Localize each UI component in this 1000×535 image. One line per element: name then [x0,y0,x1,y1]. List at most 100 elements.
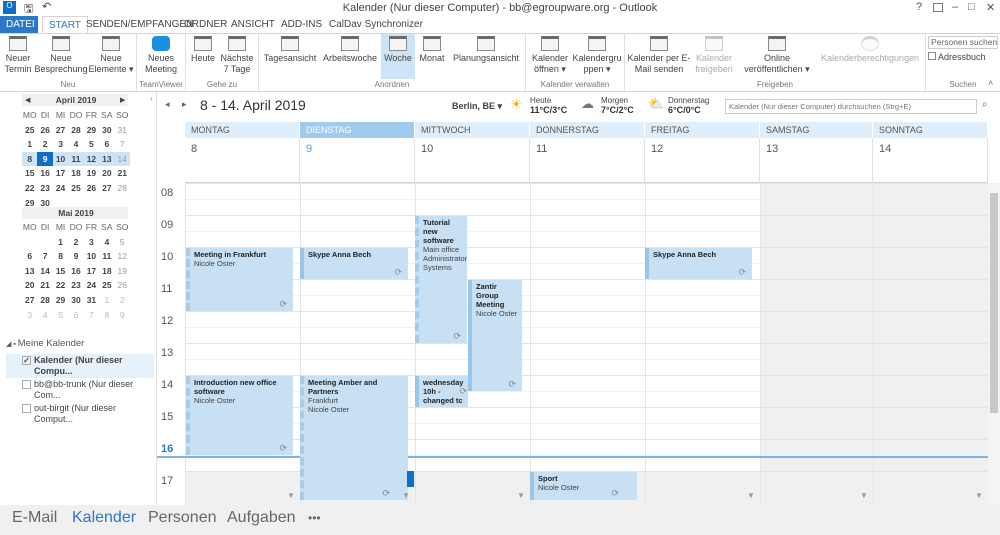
calendar-item[interactable]: out-birgit (Nur dieser Comput... [6,402,154,426]
next-7-days-button[interactable]: Nächste 7 Tage [218,34,256,79]
prev-week-button[interactable]: ◂ [165,99,170,109]
calendar-event[interactable]: Meeting Amber and Partners Frankfurt Nicol… [300,376,408,500]
day-header[interactable]: DONNERSTAG [530,122,645,138]
tab-ordner[interactable]: ORDNER [184,19,228,30]
calendar-event[interactable]: Skype Anna Bech ⟳ [645,248,752,279]
mini-calendar-day[interactable]: 27 [24,294,35,305]
collapse-ribbon-icon[interactable]: ˄ [988,78,994,88]
day-number[interactable]: 9 [300,138,415,183]
schedule-view-button[interactable]: Planungsansicht [449,34,523,79]
weather-location-dropdown[interactable]: Berlin, BE ▾ [452,101,503,111]
collapse-pane-icon[interactable]: ‹ [150,94,153,103]
mini-calendar-day[interactable]: 29 [55,294,66,305]
nav-tasks[interactable]: Aufgaben [227,509,296,526]
mini-calendar-day[interactable]: 4 [73,139,79,150]
mini-calendar-day[interactable]: 18 [102,265,112,276]
mini-calendar-day[interactable]: 30 [71,294,81,305]
people-search-input[interactable]: Personen suchen [928,36,998,49]
mini-calendar-day[interactable]: 27 [102,182,112,193]
mini-calendar-day[interactable]: 31 [86,294,97,305]
tab-senden-empfangen[interactable]: SENDEN/EMPFANGEN [86,19,194,30]
search-icon[interactable]: ⌕ [982,99,988,110]
address-book-button[interactable]: Adressbuch [928,52,986,62]
mini-calendar-day[interactable]: 14 [114,151,130,167]
day-number[interactable]: 11 [530,138,645,183]
close-button[interactable]: ✕ [986,2,996,14]
mini-calendar-day[interactable]: 7 [119,139,125,150]
mini-calendar-day[interactable]: 26 [40,124,50,135]
mini-calendar-day[interactable]: 26 [86,182,97,193]
tab-start[interactable]: START [42,16,88,33]
mini-calendar-day[interactable]: 5 [89,139,94,150]
checkbox-checked[interactable]: ✓ [22,356,31,365]
mini-calendar-day[interactable]: 6 [27,251,33,262]
mini-calendar-day[interactable]: 12 [83,151,100,167]
mini-calendar-day[interactable]: 19 [117,265,128,276]
nav-calendar[interactable]: Kalender [72,509,137,526]
scrollbar-thumb[interactable] [990,193,998,413]
mini-calendar-day[interactable]: 25 [24,124,35,135]
day-number[interactable]: 12 [645,138,760,183]
save-icon[interactable]: 🖫 [24,3,34,15]
mini-calendar-day[interactable]: 10 [86,251,97,262]
mini-calendar-day[interactable]: 1 [27,139,33,150]
calendar-search-input[interactable] [725,99,977,114]
nav-mail[interactable]: E-Mail [12,509,58,526]
calendar-groups-button[interactable]: Kalendergruppen ▾ [572,34,622,79]
mini-calendar-day[interactable]: 16 [40,168,50,179]
mini-calendar-day[interactable]: 2 [42,139,48,150]
week-view-button[interactable]: Woche [381,34,415,79]
mini-calendar-day[interactable]: 29 [24,197,35,208]
mini-calendar-day[interactable]: 1 [104,294,110,305]
day-header[interactable]: MONTAG [185,122,300,138]
mini-calendar-day[interactable]: 22 [55,280,66,291]
more-events-arrow-icon[interactable]: ▼ [747,491,755,500]
more-events-arrow-icon[interactable]: ▼ [860,491,868,500]
mini-calendar-day[interactable]: 20 [24,280,35,291]
mini-calendar-day[interactable]: 3 [27,309,33,320]
mini-calendar-day[interactable]: 18 [71,168,81,179]
mini-calendar-day[interactable]: 22 [24,182,35,193]
work-week-button[interactable]: Arbeitswoche [319,34,381,79]
publish-online-button[interactable]: Online veröffentlichen ▾ [737,34,817,79]
next-month-icon[interactable]: ▶ [120,97,126,104]
help-button[interactable]: ? [916,1,923,13]
mini-calendar-day[interactable]: 9 [73,251,79,262]
new-items-button[interactable]: Neue Elemente ▾ [88,34,134,79]
calendar-item[interactable]: bb@bb-trunk (Nur dieser Com... [6,378,154,402]
email-calendar-button[interactable]: Kalender per E-Mail senden [627,34,691,79]
mini-calendar-day[interactable]: 25 [71,182,81,193]
mini-calendar-day[interactable]: 28 [71,124,81,135]
mini-calendar-day[interactable]: 16 [71,265,81,276]
undo-icon[interactable]: ↶ [42,1,52,13]
mini-calendar-day[interactable]: 6 [104,139,110,150]
mini-calendar-day[interactable]: 21 [40,280,50,291]
calendar-event[interactable]: Tutorial new software Main office Administ… [415,216,467,343]
mini-calendar-day[interactable]: 20 [102,168,112,179]
mini-calendar-day[interactable]: 17 [55,168,66,179]
calendar-event[interactable]: Skype Anna Bech ⟳ [300,248,408,279]
share-calendar-button[interactable]: Kalender freigeben [691,34,737,79]
calendar-event[interactable]: Meeting in Frankfurt Nicole Oster ⟳ [186,248,293,311]
mini-calendar-day[interactable]: 3 [58,139,63,150]
ribbon-display-icon[interactable] [933,3,943,12]
mini-calendar-day[interactable]: 27 [55,124,66,135]
calendar-permissions-button[interactable]: Kalenderberechtigungen [817,34,923,79]
calendar-event[interactable]: Introduction new office software Nicole O… [186,376,293,455]
mini-calendar-day[interactable]: 21 [117,168,128,179]
mini-calendar-day[interactable]: 11 [68,151,84,167]
teamviewer-meeting-button[interactable]: Neues Meeting [139,34,183,79]
day-number[interactable]: 14 [873,138,988,183]
mini-calendar-day[interactable]: 13 [99,151,115,167]
more-icon[interactable]: ••• [308,511,321,525]
more-events-arrow-icon[interactable]: ▼ [517,491,525,500]
open-calendar-button[interactable]: Kalender öffnen ▾ [528,34,572,79]
tab-datei[interactable]: DATEI [0,16,38,33]
checkbox[interactable] [22,380,31,389]
mini-calendar-day[interactable]: 3 [89,236,94,247]
mini-calendar-day[interactable]: 28 [117,182,128,193]
checkbox[interactable] [22,404,31,413]
mini-calendar-day[interactable]: 11 [102,251,112,262]
new-meeting-button[interactable]: Neue Besprechung [34,34,88,79]
today-button[interactable]: Heute [188,34,218,79]
